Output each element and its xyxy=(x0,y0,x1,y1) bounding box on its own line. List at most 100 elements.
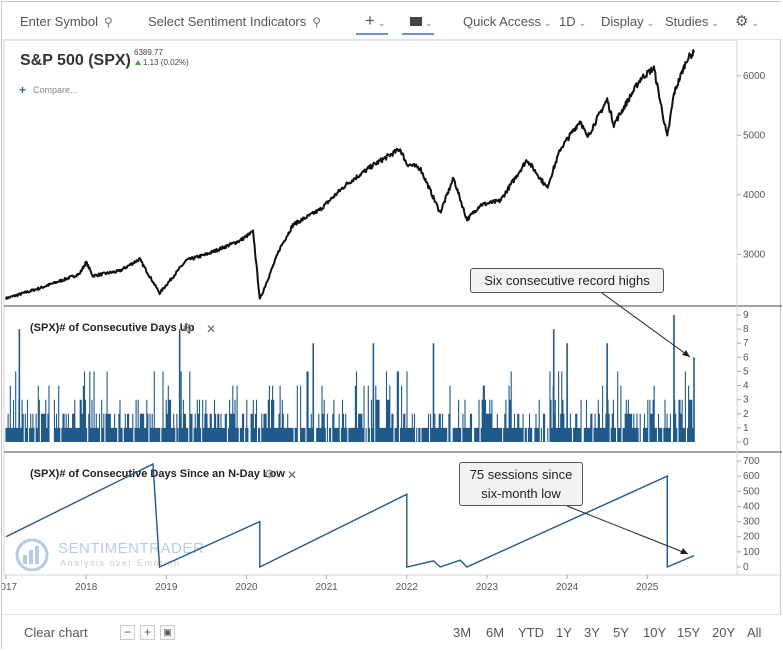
zoom-in-button[interactable]: + xyxy=(140,625,155,640)
consecutive-up-panel xyxy=(5,315,695,442)
chart-title: S&P 500 (SPX) xyxy=(20,52,131,69)
y-tick-label: 100 xyxy=(743,547,760,558)
nday-low-line xyxy=(5,462,695,569)
y-tick-label: 3000 xyxy=(743,249,766,260)
annotation-button[interactable]: ⌄ xyxy=(410,14,433,29)
watermark-tagline: Analysis over Emotion xyxy=(60,558,181,568)
range-button-all[interactable]: All xyxy=(747,625,762,640)
annotation-underline xyxy=(402,33,434,35)
x-tick-label: 2022 xyxy=(396,582,419,593)
range-button-3y[interactable]: 3Y xyxy=(584,625,600,640)
low-sessions-line1: 75 sessions since xyxy=(469,467,573,482)
y-tick-label: 5 xyxy=(743,366,749,377)
chevron-down-icon: ⌄ xyxy=(751,18,759,28)
chevron-down-icon: ⌄ xyxy=(578,18,587,28)
last-price: 6389.77 xyxy=(134,48,163,57)
display-menu[interactable]: Display ⌄ xyxy=(601,14,654,29)
range-button-5y[interactable]: 5Y xyxy=(613,625,629,640)
nday-low-y-axis: 0 100 200 300 400 500 600 700 xyxy=(737,456,760,573)
low-sessions-arrow xyxy=(566,505,689,555)
y-tick-label: 400 xyxy=(743,501,760,512)
x-tick-label: 2020 xyxy=(235,582,258,593)
range-button-15y[interactable]: 15Y xyxy=(677,625,701,640)
y-tick-label: 0 xyxy=(743,437,749,448)
price-y-axis: 3000 4000 5000 6000 xyxy=(737,71,766,260)
y-tick-label: 200 xyxy=(743,532,760,543)
x-tick-label: 2019 xyxy=(155,582,178,593)
logo-icon xyxy=(15,538,49,571)
nday-low-title: (SPX)# of Consecutive Days Since an N-Da… xyxy=(30,468,285,480)
up-days-bars xyxy=(5,371,695,442)
display-label: Display xyxy=(601,14,644,29)
nday-low-panel xyxy=(5,462,695,569)
x-tick-label: 2021 xyxy=(315,582,338,593)
settings-button[interactable]: ⚙ ⌄ xyxy=(735,12,759,30)
y-tick-label: 2 xyxy=(743,409,749,420)
search-icon: ⚲ xyxy=(104,15,113,29)
chevron-down-icon: ⌄ xyxy=(711,18,719,28)
sentiment-placeholder: Select Sentiment Indicators xyxy=(148,14,307,29)
record-highs-callout: Six consecutive record highs xyxy=(470,268,664,293)
y-tick-label: 300 xyxy=(743,517,760,528)
quick-access-menu[interactable]: Quick Access ⌄ xyxy=(463,14,552,29)
interval-menu[interactable]: 1D ⌄ xyxy=(559,14,586,29)
clear-chart-button[interactable]: Clear chart xyxy=(24,625,88,640)
symbol-input[interactable]: Enter Symbol ⚲ xyxy=(20,14,113,29)
toolbar: Enter Symbol ⚲ Select Sentiment Indicator… xyxy=(2,2,782,40)
close-icon[interactable]: ✕ xyxy=(287,468,297,482)
x-axis: 2017 2018 2019 2020 2021 2022 2023 2024 2025 xyxy=(2,575,659,593)
chevron-down-icon: ⌄ xyxy=(646,18,655,28)
y-tick-label: 9 xyxy=(743,310,749,321)
gear-icon: ⚙ xyxy=(735,13,749,30)
record-highs-arrow xyxy=(601,292,691,358)
watermark: SENTIMENTRADER Analysis over Emotion xyxy=(14,537,214,573)
symbol-placeholder: Enter Symbol xyxy=(20,14,99,29)
chevron-down-icon: ⌄ xyxy=(377,18,386,28)
up-arrow-icon xyxy=(135,60,141,65)
range-button-6m[interactable]: 6M xyxy=(486,625,505,640)
flag-icon xyxy=(410,17,422,26)
bottom-bar: Clear chart − + ▣ 3M 6M YTD 1Y 3Y 5Y 10Y 15Y 20Y… xyxy=(2,614,782,649)
close-icon[interactable]: ✕ xyxy=(206,322,216,336)
price-series-line xyxy=(5,49,695,300)
quick-access-label: Quick Access xyxy=(463,14,542,29)
y-tick-label: 8 xyxy=(743,324,749,335)
y-tick-label: 7 xyxy=(743,338,749,349)
crosshair-button[interactable]: + ⌄ xyxy=(365,11,385,31)
plus-icon[interactable]: + xyxy=(19,83,26,97)
studies-label: Studies xyxy=(665,14,709,29)
crosshair-icon: + xyxy=(365,11,375,30)
y-tick-label: 500 xyxy=(743,486,760,497)
range-button-1y[interactable]: 1Y xyxy=(556,625,572,640)
fit-screen-button[interactable]: ▣ xyxy=(160,625,175,640)
gear-icon[interactable]: ⚙ xyxy=(264,467,275,481)
price-panel xyxy=(5,49,695,300)
record-highs-arrowhead xyxy=(682,350,690,357)
chart-canvas[interactable]: S&P 500 (SPX) 6389.77 1.13 (0.02%) + Com… xyxy=(2,40,782,614)
range-button-ytd[interactable]: YTD xyxy=(518,625,544,640)
range-button-20y[interactable]: 20Y xyxy=(712,625,736,640)
y-tick-label: 1 xyxy=(743,423,749,434)
y-tick-label: 5000 xyxy=(743,130,766,141)
y-tick-label: 600 xyxy=(743,471,760,482)
interval-label: 1D xyxy=(559,14,576,29)
y-tick-label: 3 xyxy=(743,395,749,406)
x-tick-label: 2017 xyxy=(2,582,18,593)
studies-menu[interactable]: Studies ⌄ xyxy=(665,14,719,29)
range-button-3m[interactable]: 3M xyxy=(453,625,472,640)
gear-icon[interactable]: ⚙ xyxy=(182,321,193,335)
range-button-10y[interactable]: 10Y xyxy=(643,625,667,640)
watermark-name: SENTIMENTRADER xyxy=(58,540,205,557)
y-tick-label: 6 xyxy=(743,352,749,363)
chevron-down-icon: ⌄ xyxy=(425,18,433,28)
y-tick-label: 0 xyxy=(743,562,749,573)
compare-link[interactable]: Compare... xyxy=(33,85,78,95)
low-sessions-callout: 75 sessions since six-month low xyxy=(459,462,583,506)
price-change: 1.13 (0.02%) xyxy=(143,58,189,67)
zoom-out-button[interactable]: − xyxy=(120,625,135,640)
chevron-down-icon: ⌄ xyxy=(544,18,552,28)
crosshair-underline xyxy=(356,33,388,35)
sentiment-input[interactable]: Select Sentiment Indicators ⚲ xyxy=(148,14,321,29)
record-highs-text: Six consecutive record highs xyxy=(484,273,650,288)
